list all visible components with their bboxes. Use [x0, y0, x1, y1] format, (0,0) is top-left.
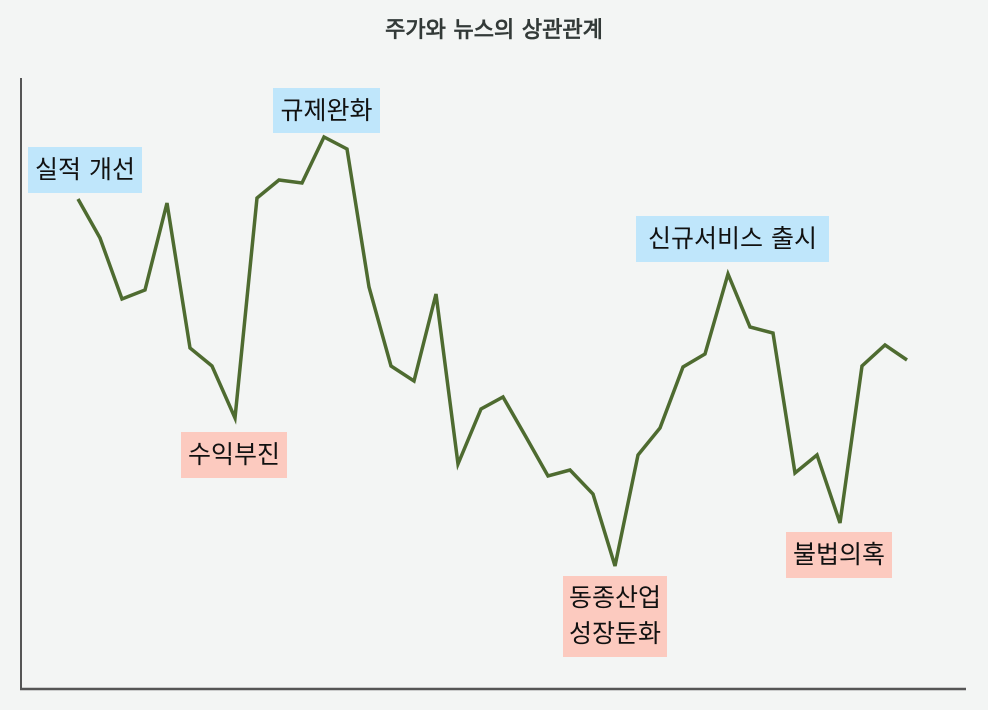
annotation-new-service-launch: 신규서비스 출시: [636, 216, 829, 262]
annotation-label: 수익부진: [187, 440, 280, 469]
stock-price-line: [76, 134, 908, 567]
annotation-label-line2: 성장둔화: [568, 619, 661, 648]
annotation-illegal-allegation: 불법의혹: [786, 532, 892, 578]
annotation-industry-slowdown: 동종산업 성장둔화: [563, 576, 667, 657]
annotation-label: 규제완화: [280, 96, 373, 125]
annotation-label-line1: 동종산업: [568, 583, 661, 612]
annotation-poor-earnings: 수익부진: [181, 432, 287, 478]
annotation-label: 불법의혹: [792, 540, 885, 569]
annotation-label: 실적 개선: [35, 155, 135, 184]
chart-title: 주가와 뉴스의 상관관계: [385, 18, 603, 43]
annotation-earnings-improvement: 실적 개선: [28, 147, 142, 193]
annotation-deregulation: 규제완화: [273, 88, 380, 133]
annotation-label: 신규서비스 출시: [648, 224, 817, 253]
